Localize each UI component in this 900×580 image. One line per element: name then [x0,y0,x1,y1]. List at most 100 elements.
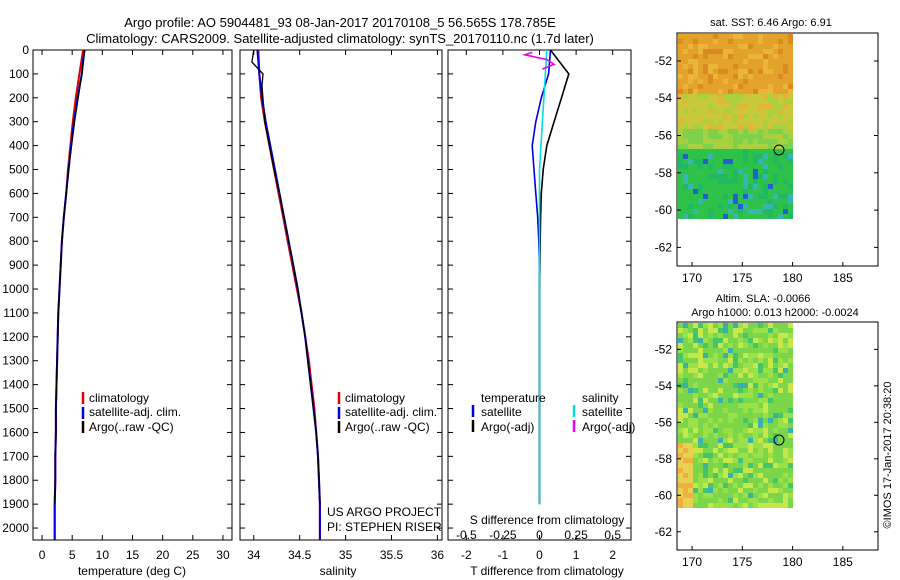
sst-cell [783,109,788,114]
sla-cell [728,353,733,358]
sla-cell [713,418,718,423]
sla-cell [768,403,773,408]
sst-cell [788,104,793,109]
sst-cell [743,199,748,204]
sst-cell [693,49,698,54]
temperature-x-tick-label: 10 [96,548,110,562]
sla-cell [713,468,718,473]
sst-cell [768,44,773,49]
sla-cell [738,413,743,418]
sst-cell [698,124,703,129]
sla-cell [728,458,733,463]
sst-cell [783,199,788,204]
sst-cell [718,59,723,64]
sst-cell [778,109,783,114]
sla-cell [753,388,758,393]
sla-cell [788,338,793,343]
sst-cell [678,169,683,174]
sla-cell [763,493,768,498]
sla-cell [728,498,733,503]
sst-cell [783,169,788,174]
sla-cell [753,363,758,368]
depth-tick-label: 1900 [2,497,29,511]
temperature-lines [53,49,86,540]
sst-cell [783,39,788,44]
sst-cell [778,204,783,209]
sla-cell [698,458,703,463]
sst-cell [703,169,708,174]
sst-cell [688,174,693,179]
sst-cell [703,149,708,154]
sst-cell [723,64,728,69]
sst-cell [713,204,718,209]
sla-cell [738,403,743,408]
sst-cell [778,99,783,104]
sst-cell [753,109,758,114]
sst-cell [753,39,758,44]
sla-cell [763,388,768,393]
sst-cell [778,184,783,189]
sla-cell [783,448,788,453]
sst-cell [698,89,703,94]
sla-cell [728,348,733,353]
sla-cell [778,483,783,488]
sla-cell [763,383,768,388]
sla-cell [683,418,688,423]
difference-x-axis: -2 -1 0 1 2-0.5 -0.25 0 0.25 0.5 [456,50,621,562]
sst-cell [703,124,708,129]
sla-cell [683,338,688,343]
sla-cell [788,453,793,458]
sst-cell [753,74,758,79]
series-line-temperature-satellite [531,49,552,505]
sla-cell [743,453,748,458]
sst-cell [768,129,773,134]
sla-cell [783,373,788,378]
sst-cell [788,149,793,154]
sst-cell [773,199,778,204]
sla-cell [748,493,753,498]
depth-tick-label: 1600 [2,425,29,439]
sst-cell [753,124,758,129]
sst-cell [713,79,718,84]
sla-cell [733,373,738,378]
series-line-argo-raw-qc- [54,49,86,505]
sla-cell [723,423,728,428]
sst-cell [708,84,713,89]
sst-cell [723,94,728,99]
sla-map-title-2: Argo h1000: 0.013 h2000: -0.0024 [691,307,859,319]
sla-cell [723,483,728,488]
sst-cell [753,94,758,99]
sst-lon-tick-label: 170 [682,271,702,285]
sla-cell [743,458,748,463]
sst-cell [723,174,728,179]
sla-cell [783,353,788,358]
sst-cell [738,164,743,169]
sst-cell [778,89,783,94]
sst-cell [733,179,738,184]
sla-cell [703,498,708,503]
sla-cell [683,333,688,338]
sla-cell [778,338,783,343]
sla-cell [753,408,758,413]
sst-cell [688,44,693,49]
sst-cell [708,79,713,84]
sst-cell [678,129,683,134]
sla-cell [788,448,793,453]
sla-cell [688,363,693,368]
sla-cell [778,428,783,433]
sst-cell [693,214,698,219]
sla-cell [758,388,763,393]
sst-cell [728,184,733,189]
sst-cell [758,134,763,139]
sla-cell [748,473,753,478]
sst-cell [698,94,703,99]
sst-cell [683,189,688,194]
sla-cell [728,448,733,453]
sla-cell [773,468,778,473]
sst-cell [748,129,753,134]
sst-cell [713,119,718,124]
sla-cell [783,453,788,458]
sla-cell [738,473,743,478]
sst-cell [713,99,718,104]
sst-cell [763,169,768,174]
